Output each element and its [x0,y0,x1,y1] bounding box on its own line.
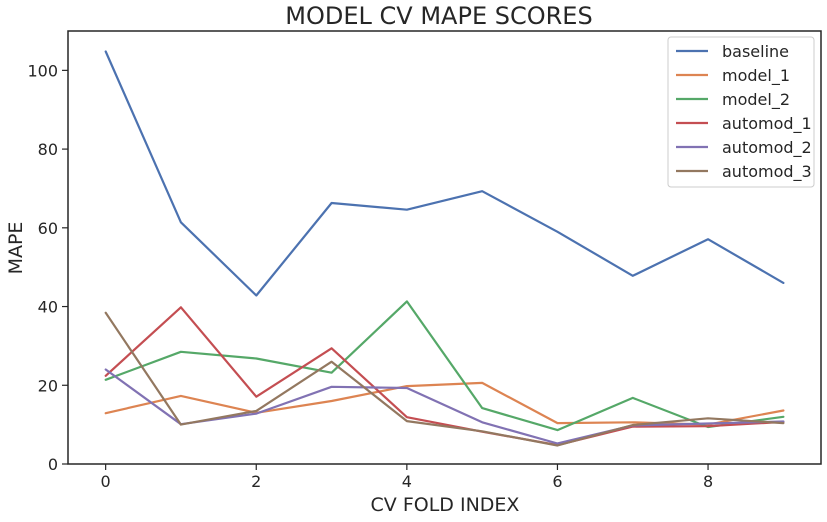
chart-title: MODEL CV MAPE SCORES [285,2,592,30]
y-tick-label: 0 [48,455,58,474]
legend: baseline model_1 model_2 automod_1 automod_2… [667,36,815,188]
series-line-model_2 [104,300,785,432]
x-axis-label: CV FOLD INDEX [371,494,520,516]
y-tick-label: 40 [38,298,58,317]
y-axis-label: MAPE [5,222,27,275]
y-tick-label: 20 [38,376,58,395]
plot-frame [67,30,822,465]
y-tick-label: 100 [27,61,58,80]
x-tick-label: 2 [251,472,261,491]
plot-lines [104,50,785,447]
y-axis-ticks: 0 20 40 60 80 100 [27,61,68,474]
legend-label-model_2: model_2 [722,90,790,110]
series-line-automod_2 [104,368,785,445]
legend-label-automod_2: automod_2 [722,138,812,158]
x-tick-label: 4 [402,472,412,491]
series-line-automod_3 [104,311,785,447]
series-line-model_1 [104,381,785,426]
legend-label-model_1: model_1 [722,66,790,86]
series-line-automod_1 [104,306,785,447]
y-tick-label: 80 [38,140,58,159]
series-line-baseline [104,50,785,297]
legend-label-automod_1: automod_1 [722,114,812,134]
legend-label-automod_3: automod_3 [722,162,812,182]
legend-label-baseline: baseline [722,42,789,61]
y-tick-label: 60 [38,219,58,238]
x-tick-label: 6 [552,472,562,491]
x-tick-label: 0 [101,472,111,491]
x-tick-label: 8 [703,472,713,491]
x-axis-ticks: 0 2 4 6 8 [101,464,713,491]
legend-items: baseline model_1 model_2 automod_1 automod_2… [676,42,812,182]
